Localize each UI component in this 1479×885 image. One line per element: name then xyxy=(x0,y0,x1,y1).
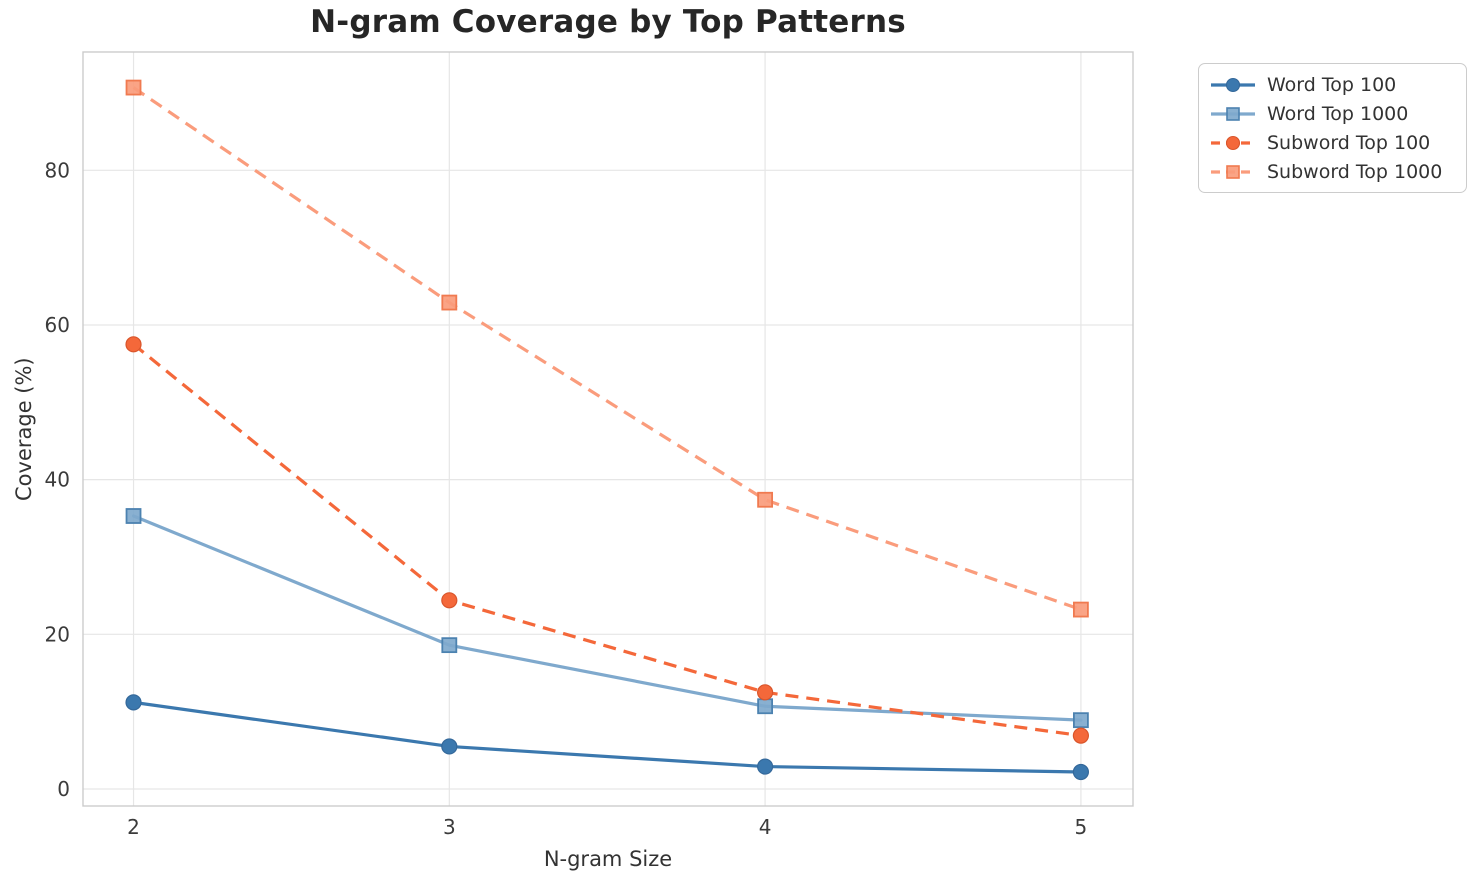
data-point-marker xyxy=(125,336,142,353)
legend-marker-sample xyxy=(1226,164,1240,179)
legend-circle-swatch-icon xyxy=(1211,135,1255,150)
data-point-marker xyxy=(1072,727,1089,744)
data-point-marker xyxy=(757,491,774,508)
legend: Word Top 100 Word Top 1000 Subword Top 100… xyxy=(1198,63,1467,193)
y-tick-label: 0 xyxy=(57,777,70,801)
data-point-marker xyxy=(441,738,458,755)
y-tick-label: 20 xyxy=(45,622,70,646)
data-point-marker xyxy=(441,637,458,654)
legend-marker-sample xyxy=(1226,106,1240,121)
y-tick-label: 80 xyxy=(45,158,70,182)
data-point-marker xyxy=(1072,601,1089,618)
y-tick-label: 40 xyxy=(45,468,70,492)
legend-square-swatch-icon xyxy=(1211,106,1255,121)
data-point-marker xyxy=(125,694,142,711)
legend-label: Subword Top 100 xyxy=(1267,131,1431,154)
x-tick-label: 2 xyxy=(127,815,140,839)
legend-square-swatch-icon xyxy=(1211,164,1255,179)
data-point-marker xyxy=(1072,763,1089,781)
data-point-marker xyxy=(1072,712,1089,729)
data-point-marker xyxy=(757,684,774,701)
data-point-marker xyxy=(441,294,458,311)
legend-label: Word Top 100 xyxy=(1267,73,1397,96)
legend-circle-swatch-icon xyxy=(1211,77,1255,92)
legend-item-subword-top-100: Subword Top 100 xyxy=(1209,129,1456,157)
x-tick-label: 4 xyxy=(759,815,772,839)
legend-item-word-top-1000: Word Top 1000 xyxy=(1209,100,1456,128)
y-tick-label: 60 xyxy=(45,313,70,337)
legend-item-subword-top-1000: Subword Top 1000 xyxy=(1209,158,1456,186)
x-tick-label: 5 xyxy=(1075,815,1088,839)
data-point-marker xyxy=(441,592,458,609)
x-tick-label: 3 xyxy=(443,815,456,839)
legend-marker-sample xyxy=(1225,77,1241,92)
legend-item-word-top-100: Word Top 100 xyxy=(1209,71,1456,99)
x-axis-label: N-gram Size xyxy=(543,847,673,871)
data-point-marker xyxy=(757,698,774,715)
legend-label: Word Top 1000 xyxy=(1267,102,1409,125)
series-line-1 xyxy=(131,700,1083,774)
series-line-2 xyxy=(131,514,1083,722)
series-line-4 xyxy=(132,86,1082,612)
data-point-marker xyxy=(757,758,774,775)
chart-title: N-gram Coverage by Top Patterns xyxy=(310,4,906,40)
data-point-marker xyxy=(125,79,142,96)
legend-marker-sample xyxy=(1225,135,1241,150)
series-line-3 xyxy=(132,343,1082,738)
data-point-marker xyxy=(125,508,142,524)
legend-label: Subword Top 1000 xyxy=(1267,160,1443,183)
axes-border xyxy=(82,51,1134,807)
